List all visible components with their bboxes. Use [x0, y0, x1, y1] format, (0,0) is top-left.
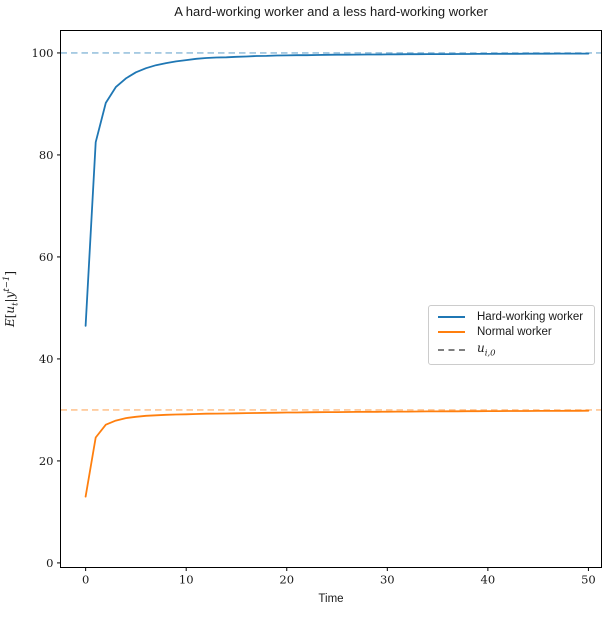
y-tick-label: 0	[46, 556, 53, 570]
y-tick-label: 20	[39, 454, 54, 468]
ylabel-open-bracket: [	[3, 313, 17, 319]
ylabel-bar: |	[3, 298, 17, 303]
legend-line-sample-normal-icon	[438, 331, 465, 334]
legend-label-normal: Normal worker	[477, 326, 552, 339]
y-tick-label: 100	[32, 46, 54, 60]
legend-line-sample-dashed-icon	[438, 348, 465, 351]
series-line-hard-working	[84, 52, 590, 327]
x-tick-label: 10	[179, 573, 194, 587]
y-axis-label: E[ut|yt−1]	[2, 214, 22, 384]
y-tick-label: 40	[39, 352, 54, 366]
legend-label-hard-working: Hard-working worker	[477, 311, 584, 324]
x-tick-label: 0	[82, 573, 89, 587]
legend-entry-normal: Normal worker	[438, 326, 585, 338]
ylabel-E: E	[3, 318, 17, 328]
series-line-normal	[84, 409, 590, 498]
ylabel-u: u	[3, 305, 17, 314]
plot-border	[60, 30, 602, 568]
x-tick-label: 30	[380, 573, 395, 587]
x-tick-label: 50	[581, 573, 596, 587]
ylabel-sup-t-1: t−1	[2, 275, 12, 292]
legend-line-sample-hard-working-icon	[438, 316, 465, 319]
legend: Hard-working worker Normal worker ui,0	[428, 305, 595, 365]
ylabel-y: y	[3, 291, 17, 299]
ylabel-close-bracket: ]	[3, 270, 17, 276]
x-axis-label: Time	[318, 593, 344, 605]
x-tick-label: 40	[481, 573, 496, 587]
chart-title: A hard-working worker and a less hard-wo…	[174, 4, 488, 19]
x-tick-label: 20	[279, 573, 294, 587]
legend-entry-hard-working: Hard-working worker	[438, 311, 585, 323]
y-tick-label: 80	[39, 148, 54, 162]
legend-entry-u-i0: ui,0	[438, 341, 585, 359]
y-tick-label: 60	[39, 250, 54, 264]
ylabel-sub-t: t	[10, 302, 21, 306]
legend-label-u-i0: ui,0	[477, 341, 496, 359]
